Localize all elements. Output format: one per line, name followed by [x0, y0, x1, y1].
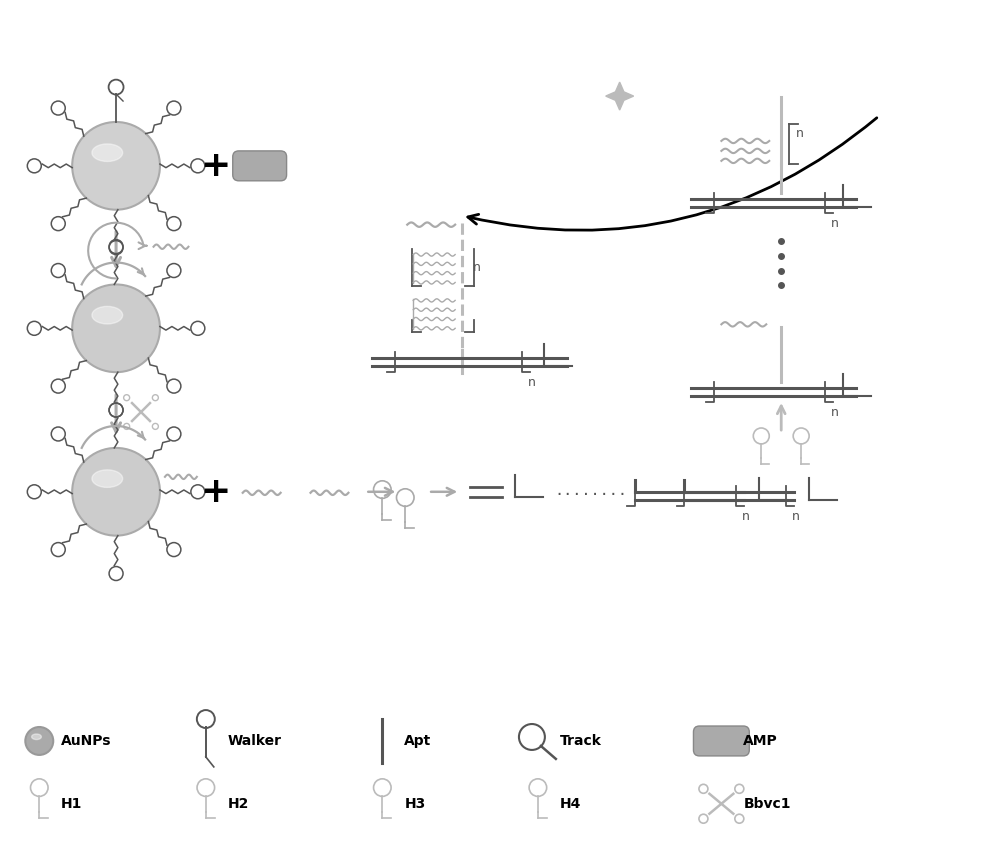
Text: H4: H4 [560, 796, 581, 811]
Text: +: + [201, 149, 231, 183]
Text: AuNPs: AuNPs [61, 734, 112, 748]
Text: ........: ........ [555, 484, 628, 498]
Ellipse shape [92, 306, 123, 324]
Text: H2: H2 [228, 796, 249, 811]
FancyBboxPatch shape [693, 726, 749, 756]
Text: Bbvc1: Bbvc1 [743, 796, 791, 811]
Ellipse shape [72, 448, 160, 536]
Text: n: n [742, 510, 750, 523]
Text: n: n [831, 406, 839, 419]
Text: H1: H1 [61, 796, 83, 811]
Text: n: n [473, 260, 481, 274]
Ellipse shape [72, 285, 160, 372]
Ellipse shape [25, 727, 53, 755]
Text: Track: Track [560, 734, 602, 748]
Text: H3: H3 [404, 796, 426, 811]
Text: AMP: AMP [743, 734, 778, 748]
Ellipse shape [32, 734, 41, 740]
Ellipse shape [92, 470, 123, 487]
Text: Walker: Walker [228, 734, 282, 748]
Text: n: n [831, 217, 839, 230]
Polygon shape [606, 82, 634, 110]
Text: +: + [201, 475, 231, 509]
FancyBboxPatch shape [233, 151, 287, 181]
Text: Apt: Apt [404, 734, 432, 748]
Text: n: n [796, 127, 804, 140]
Text: n: n [528, 377, 536, 389]
Text: n: n [792, 510, 800, 523]
Ellipse shape [92, 144, 123, 162]
Ellipse shape [72, 122, 160, 210]
